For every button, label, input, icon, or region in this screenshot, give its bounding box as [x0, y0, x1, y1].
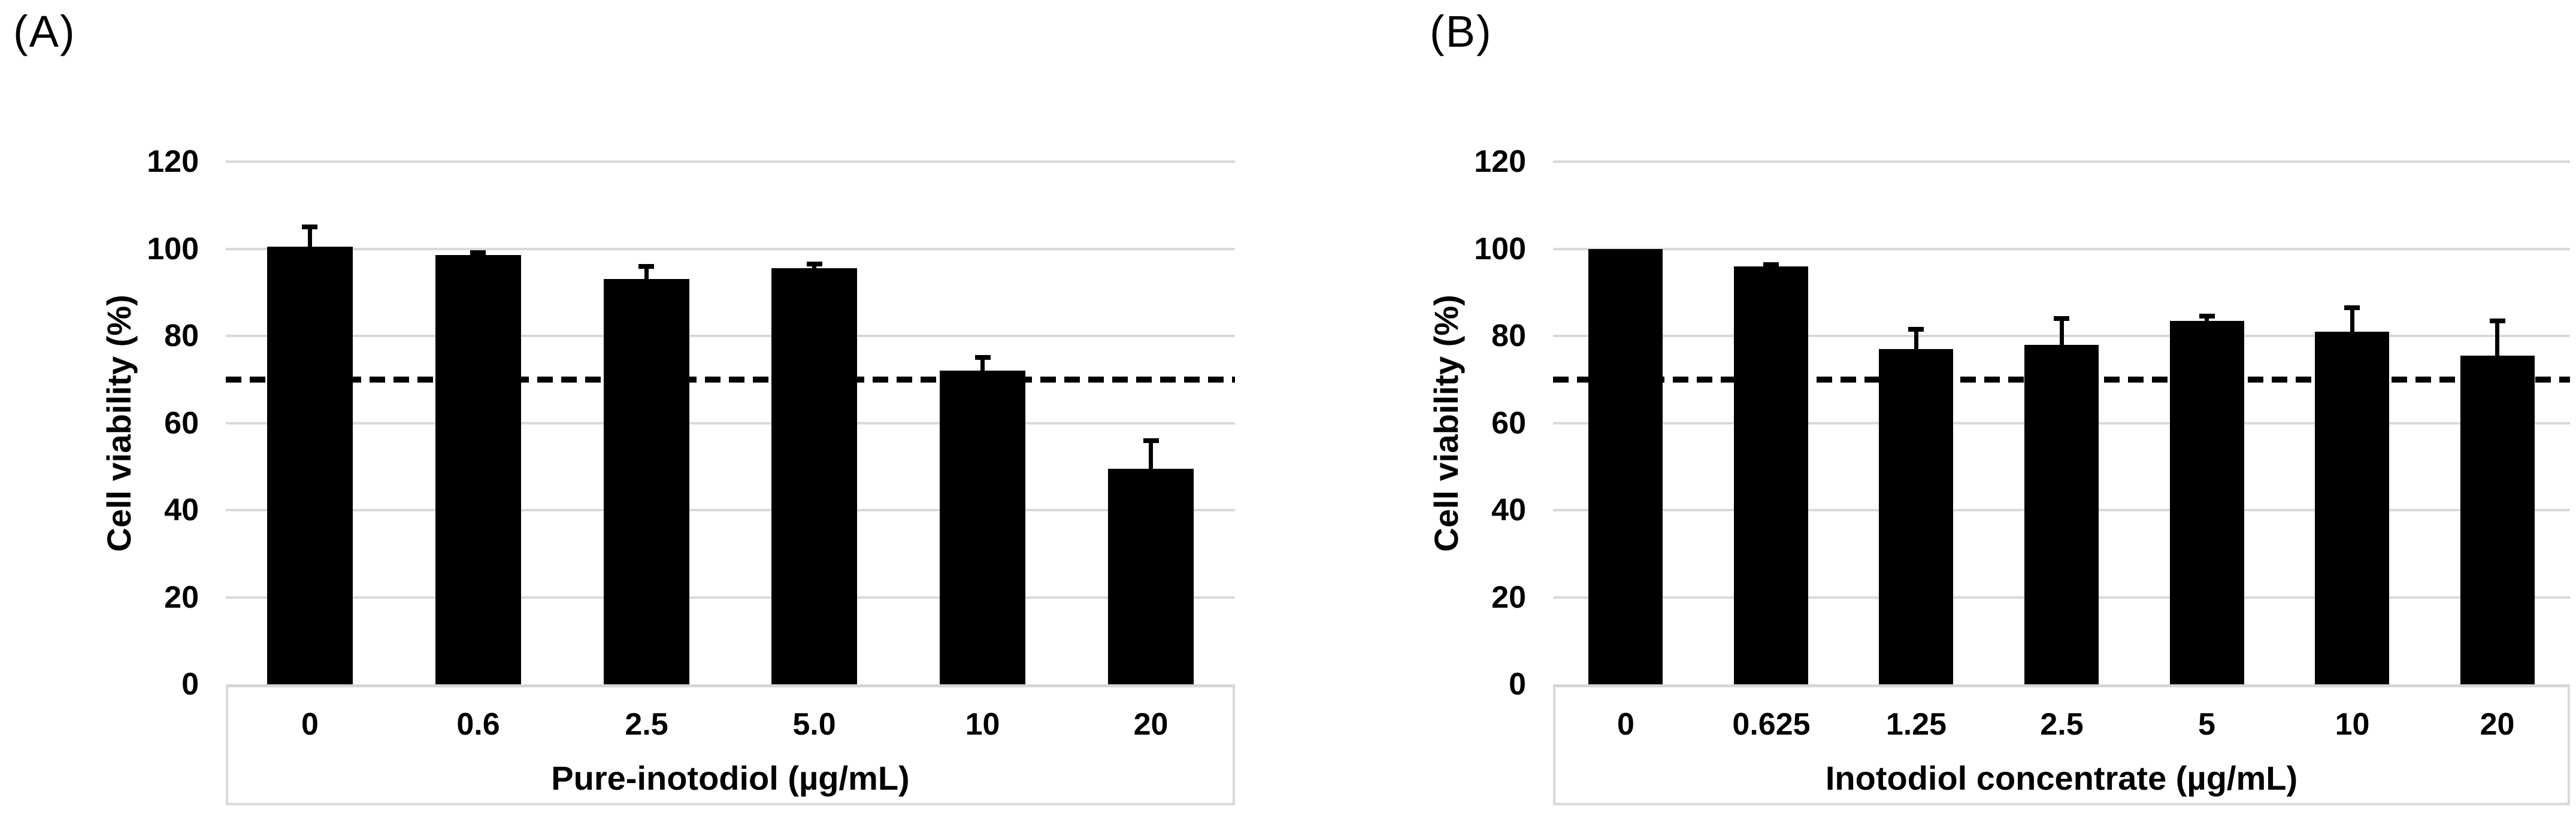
error-bar-cap-1.25	[1908, 327, 1924, 332]
y-tick-label-60: 60	[164, 406, 199, 441]
gridline-120	[1553, 160, 2570, 163]
gridline-100	[1553, 248, 2570, 250]
panel-a: (A) Cell viability (%) Pure-inotodiol (µ…	[13, 7, 1235, 805]
error-bar-cap-20	[2490, 319, 2505, 323]
x-tick-label-0: 0	[1617, 707, 1634, 742]
error-bar-cap-0	[302, 225, 317, 229]
gridline-40	[226, 509, 1235, 511]
error-bar-cap-10	[975, 355, 991, 360]
reference-dashed-line	[226, 377, 1235, 383]
y-tick-label-120: 120	[1474, 144, 1526, 179]
x-tick-label-2.5: 2.5	[625, 707, 668, 742]
y-tick-label-120: 120	[147, 144, 199, 179]
gridline-60	[226, 422, 1235, 424]
panel-b: (B) Cell viability (%) Inotodiol concent…	[1288, 0, 2576, 834]
bar-5	[2170, 321, 2244, 684]
bar-2.5	[2024, 345, 2099, 684]
error-bar-cap-5.0	[807, 262, 822, 266]
x-axis-label-box	[226, 684, 1235, 805]
y-tick-label-20: 20	[164, 580, 199, 615]
x-tick-label-2.5: 2.5	[2040, 707, 2084, 742]
x-tick-label-5: 5	[2198, 707, 2215, 742]
bar-0	[267, 247, 353, 684]
bar-0.6	[435, 255, 521, 684]
y-tick-label-0: 0	[181, 667, 199, 702]
error-bar-2.5	[2060, 319, 2064, 345]
x-tick-label-20: 20	[1133, 707, 1169, 742]
error-bar-10	[2350, 308, 2354, 332]
bar-10	[2315, 332, 2389, 684]
bar-2.5	[604, 279, 689, 684]
error-bar-cap-2.5	[2054, 316, 2069, 321]
error-bar-cap-5	[2199, 314, 2215, 319]
bar-20	[2460, 356, 2535, 684]
y-tick-label-20: 20	[1491, 580, 1526, 615]
error-bar-cap-2.5	[638, 264, 654, 269]
error-bar-10	[980, 357, 985, 371]
bar-0.625	[1734, 266, 1808, 684]
bar-5.0	[771, 268, 857, 684]
x-tick-label-5.0: 5.0	[792, 707, 836, 742]
x-tick-label-1.25: 1.25	[1885, 707, 1947, 742]
bar-0	[1588, 249, 1663, 684]
panel-a-label: (A)	[13, 7, 76, 56]
gridline-80	[226, 335, 1235, 337]
x-axis-title-a: Pure-inotodiol (µg/mL)	[551, 759, 910, 797]
bar-20	[1108, 469, 1194, 684]
x-tick-label-0: 0	[301, 707, 319, 742]
error-bar-5	[2205, 316, 2209, 321]
y-tick-label-40: 40	[1491, 493, 1526, 527]
panel-b-label: (B)	[1430, 7, 1493, 56]
gridline-20	[226, 596, 1235, 599]
error-bar-0	[308, 227, 312, 247]
error-bar-cap-0.625	[1763, 262, 1779, 267]
y-tick-label-80: 80	[164, 319, 199, 353]
bar-10	[940, 371, 1025, 684]
x-tick-label-0.625: 0.625	[1732, 707, 1811, 742]
error-bar-cap-10	[2344, 305, 2360, 310]
error-bar-1.25	[1914, 329, 1918, 349]
x-tick-label-20: 20	[2480, 707, 2515, 742]
error-bar-20	[2495, 321, 2499, 356]
y-tick-label-40: 40	[164, 493, 199, 527]
gridline-120	[226, 160, 1235, 163]
y-tick-label-100: 100	[1474, 232, 1526, 266]
y-tick-label-0: 0	[1509, 667, 1526, 702]
y-tick-label-60: 60	[1491, 406, 1526, 441]
x-tick-label-10: 10	[965, 707, 1000, 742]
error-bar-cap-20	[1143, 438, 1159, 443]
y-tick-label-100: 100	[147, 232, 199, 266]
x-axis-title-b: Inotodiol concentrate (µg/mL)	[1825, 759, 2298, 797]
bar-1.25	[1879, 349, 1953, 684]
reference-dashed-line	[1553, 377, 2570, 383]
y-tick-label-80: 80	[1491, 319, 1526, 353]
x-tick-label-10: 10	[2335, 707, 2370, 742]
error-bar-2.5	[644, 266, 649, 279]
gridline-100	[226, 248, 1235, 250]
x-tick-label-0.6: 0.6	[456, 707, 500, 742]
x-axis-label-box	[1553, 684, 2570, 805]
error-bar-cap-0.6	[470, 250, 486, 255]
error-bar-20	[1149, 441, 1153, 469]
